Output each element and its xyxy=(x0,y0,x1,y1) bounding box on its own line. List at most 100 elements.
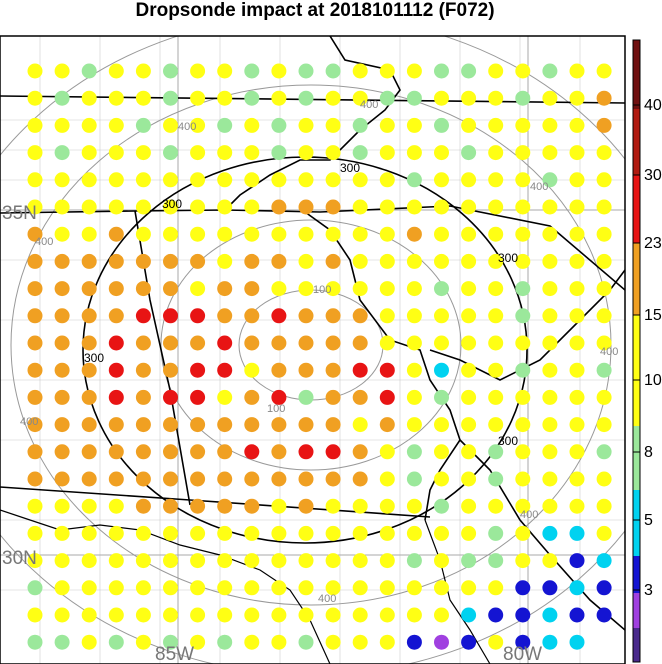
impact-dot xyxy=(569,362,585,378)
impact-dot xyxy=(379,498,395,514)
impact-dot xyxy=(434,417,449,433)
impact-dot xyxy=(81,308,97,324)
impact-dot xyxy=(596,199,612,215)
impact-dot xyxy=(406,471,422,487)
impact-dot xyxy=(298,553,314,569)
impact-dot xyxy=(244,634,260,650)
impact-dot xyxy=(54,335,70,351)
impact-dot xyxy=(190,90,206,106)
impact-dot xyxy=(298,253,314,269)
impact-dot xyxy=(190,444,206,460)
impact-dot xyxy=(217,525,233,541)
impact-dot xyxy=(434,308,449,324)
impact-dot xyxy=(244,226,260,242)
impact-dot xyxy=(461,226,477,242)
impact-dot xyxy=(406,417,422,433)
impact-dot xyxy=(244,253,260,269)
colorbar-bin xyxy=(633,593,640,628)
impact-dot xyxy=(542,172,558,188)
colorbar-label: 8 xyxy=(644,444,653,461)
impact-dot xyxy=(542,389,558,405)
impact-dot xyxy=(325,525,341,541)
impact-dot xyxy=(596,145,612,161)
impact-dot xyxy=(488,308,504,324)
impact-dot xyxy=(325,471,341,487)
impact-dot xyxy=(379,226,395,242)
impact-dot xyxy=(81,553,97,569)
impact-dot xyxy=(434,444,449,460)
impact-dot xyxy=(108,90,124,106)
impact-dot xyxy=(271,281,287,297)
impact-dot xyxy=(406,444,422,460)
impact-dot xyxy=(81,199,97,215)
impact-dot xyxy=(81,417,97,433)
impact-dot xyxy=(352,281,368,297)
impact-dot xyxy=(217,444,233,460)
impact-dot xyxy=(515,308,531,324)
impact-dot xyxy=(488,90,504,106)
impact-dot xyxy=(163,145,178,161)
impact-dot xyxy=(325,308,341,324)
impact-dot xyxy=(163,417,178,433)
impact-dot xyxy=(135,199,151,215)
impact-dot xyxy=(596,117,612,133)
impact-dot xyxy=(81,117,97,133)
impact-dot xyxy=(54,525,70,541)
impact-dot xyxy=(135,444,151,460)
impact-dot xyxy=(81,444,97,460)
lon-label-85w: 85W xyxy=(155,644,194,664)
contour-label-300-topleft: 300 xyxy=(162,197,182,211)
impact-dot xyxy=(325,389,341,405)
impact-dot xyxy=(244,117,260,133)
impact-dot xyxy=(271,417,287,433)
impact-dot xyxy=(244,471,260,487)
ring-label-400-rightlow: 400 xyxy=(520,509,538,521)
impact-dot xyxy=(569,607,585,623)
impact-dot xyxy=(54,580,70,596)
colorbar-bin xyxy=(633,315,640,426)
impact-dot xyxy=(379,117,395,133)
impact-dot xyxy=(406,335,422,351)
impact-dot xyxy=(108,308,124,324)
impact-dot xyxy=(569,471,585,487)
impact-dot xyxy=(569,335,585,351)
impact-dot xyxy=(325,199,341,215)
impact-dot xyxy=(217,335,233,351)
impact-dot xyxy=(27,90,43,106)
impact-dot xyxy=(379,145,395,161)
contour-label-300-right: 300 xyxy=(498,251,518,265)
impact-dot xyxy=(163,90,178,106)
impact-dot xyxy=(27,335,43,351)
impact-dot xyxy=(135,389,151,405)
impact-dot xyxy=(596,444,612,460)
impact-dot xyxy=(542,199,558,215)
impact-dot xyxy=(54,90,70,106)
impact-dot xyxy=(434,281,449,297)
impact-dot xyxy=(488,634,504,650)
impact-dot xyxy=(596,553,612,569)
impact-dot xyxy=(190,417,206,433)
impact-dot xyxy=(190,362,206,378)
contour-label-300-left: 300 xyxy=(84,351,104,365)
impact-dot xyxy=(352,471,368,487)
impact-dot xyxy=(27,145,43,161)
impact-dot xyxy=(217,172,233,188)
impact-dot xyxy=(461,362,477,378)
impact-dot xyxy=(569,634,585,650)
impact-dot xyxy=(406,172,422,188)
lat-label-30n: 30N xyxy=(2,548,37,569)
impact-dot xyxy=(54,226,70,242)
map-title: Dropsonde impact at 2018101112 (F072) xyxy=(135,0,495,21)
impact-dot xyxy=(271,63,287,79)
impact-dot xyxy=(244,308,260,324)
ring-label-400-right: 400 xyxy=(600,346,618,358)
colorbar-label: 3 xyxy=(644,582,653,599)
impact-dot xyxy=(298,525,314,541)
impact-dot xyxy=(325,335,341,351)
impact-dot xyxy=(379,253,395,269)
impact-dot xyxy=(163,63,178,79)
impact-dot xyxy=(569,308,585,324)
impact-dot xyxy=(190,389,206,405)
impact-dot xyxy=(163,253,178,269)
impact-dot xyxy=(244,525,260,541)
